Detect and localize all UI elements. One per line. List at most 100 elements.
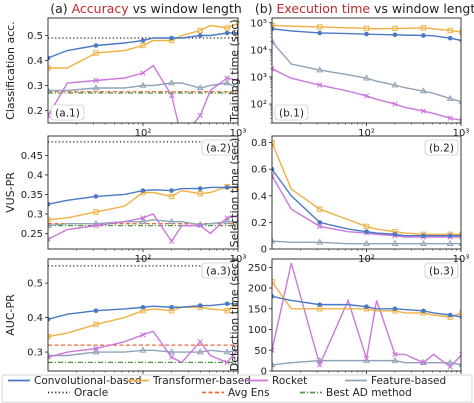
- y-axis-label: Detection time (sec): [228, 259, 241, 371]
- data-point-transformer-based: [197, 27, 203, 34]
- data-point-rocket: [140, 332, 146, 338]
- data-point-feature-based: [391, 239, 399, 246]
- panel-label-box: [201, 262, 236, 279]
- data-point-convolutional-based: [317, 220, 323, 225]
- data-point-convolutional-based: [48, 317, 51, 322]
- data-point-convolutional-based: [459, 233, 461, 238]
- data-point-rocket: [236, 77, 238, 84]
- chart-panels: 0.2 0.3 0.4 0.5 10² 10³ Classification acc. (a.…: [4, 17, 469, 387]
- series-line-feature-based: [272, 359, 461, 366]
- data-point-feature-based: [391, 81, 399, 88]
- data-point-feature-based: [458, 241, 461, 246]
- series-rocket: [272, 66, 461, 123]
- series-line-feature-based: [48, 349, 238, 357]
- series-rocket: [48, 213, 238, 244]
- data-point-convolutional-based: [169, 304, 174, 310]
- series-line-transformer-based: [272, 281, 461, 318]
- panel-label: (a.3): [206, 266, 231, 278]
- data-point-rocket: [272, 347, 275, 353]
- data-point-feature-based: [363, 74, 370, 81]
- series-line-rocket: [272, 68, 461, 121]
- legend-item-transformer-based: Transformer-based: [127, 375, 251, 387]
- y-tick-label: 0.3: [27, 209, 43, 220]
- data-point-feature-based: [272, 237, 276, 244]
- data-point-transformer-based: [224, 307, 230, 314]
- data-point-feature-based: [446, 94, 454, 101]
- data-point-convolutional-based: [447, 35, 453, 41]
- y-tick-label: 10⁴: [250, 45, 267, 56]
- chart-b1: 10² 10³ 10⁴ 10⁵ 10² 10³ Training time (sec) (b.…: [228, 17, 469, 139]
- legend-label: Feature-based: [371, 375, 446, 387]
- data-point-rocket: [272, 66, 275, 72]
- data-point-convolutional-based: [224, 301, 230, 307]
- y-tick-label: 0.5: [27, 279, 43, 290]
- series-line-feature-based: [272, 41, 461, 103]
- y-tick-label: 0.5: [27, 31, 43, 42]
- series-line-feature-based: [272, 240, 461, 245]
- title-right-highlight: Execution time: [277, 1, 371, 16]
- data-point-rocket: [93, 345, 99, 352]
- legend-item-convolutional-based: Convolutional-based: [8, 375, 142, 387]
- data-point-rocket: [272, 173, 275, 179]
- data-point-feature-based: [48, 351, 52, 358]
- y-tick-label: 200: [248, 284, 267, 295]
- data-point-transformer-based: [93, 50, 99, 56]
- data-point-convolutional-based: [48, 55, 51, 61]
- data-point-feature-based: [316, 238, 324, 245]
- data-point-convolutional-based: [447, 312, 453, 318]
- data-point-feature-based: [223, 79, 231, 86]
- title-right-pre: (b): [255, 1, 277, 16]
- title-left-highlight: Accuracy: [72, 1, 130, 16]
- y-axis-label: Training time (sec): [228, 19, 241, 122]
- data-point-transformer-based: [272, 22, 275, 29]
- data-point-convolutional-based: [169, 188, 174, 193]
- data-point-feature-based: [196, 84, 204, 91]
- series-feature-based: [48, 79, 238, 93]
- data-point-rocket: [197, 112, 203, 119]
- data-point-rocket: [140, 70, 146, 76]
- data-point-rocket: [168, 354, 175, 360]
- y-axis-label: Selection time (sec): [228, 138, 241, 248]
- data-point-convolutional-based: [140, 188, 146, 193]
- x-tick-label: 10²: [358, 128, 375, 139]
- data-point-feature-based: [419, 239, 427, 246]
- data-point-feature-based: [168, 79, 176, 86]
- series-line-convolutional-based: [48, 303, 238, 320]
- panel-label-box: [201, 139, 236, 156]
- y-tick-label: 50: [254, 346, 267, 357]
- data-point-convolutional-based: [48, 201, 51, 207]
- data-point-feature-based: [446, 358, 454, 366]
- y-tick-label: 10⁵: [250, 18, 267, 29]
- data-point-transformer-based: [363, 223, 370, 230]
- panel-label: (b.3): [429, 266, 454, 278]
- data-point-feature-based: [223, 217, 231, 225]
- panel-label: (b.1): [279, 108, 304, 120]
- legend-label: Transformer-based: [152, 375, 251, 387]
- data-point-feature-based: [223, 348, 231, 355]
- data-point-transformer-based: [48, 217, 51, 223]
- y-tick-label: 250: [248, 263, 267, 274]
- data-point-transformer-based: [459, 310, 461, 316]
- data-point-rocket: [447, 364, 453, 370]
- panel-label-box: [424, 139, 459, 156]
- data-point-convolutional-based: [364, 304, 369, 310]
- series-rocket: [48, 64, 238, 123]
- y-tick-label: 0.8: [251, 138, 267, 149]
- chart-b3: 05010015020025010²10³Detection time (sec…: [228, 258, 469, 387]
- panel-label-box: [50, 104, 85, 121]
- y-tick-label: 150: [248, 304, 267, 315]
- series-line-rocket: [272, 262, 461, 368]
- data-point-convolutional-based: [93, 194, 99, 199]
- series-line-transformer-based: [272, 142, 461, 236]
- y-tick-label: 0: [261, 367, 267, 378]
- data-point-rocket: [447, 115, 453, 121]
- x-tick-label: 10²: [358, 254, 375, 265]
- data-point-transformer-based: [236, 20, 238, 26]
- data-point-convolutional-based: [317, 30, 323, 36]
- data-point-feature-based: [168, 217, 176, 225]
- series-rocket: [48, 330, 238, 366]
- data-point-rocket: [392, 351, 398, 358]
- data-point-convolutional-based: [93, 308, 99, 313]
- data-point-convolutional-based: [224, 185, 230, 190]
- series-rocket: [272, 262, 461, 370]
